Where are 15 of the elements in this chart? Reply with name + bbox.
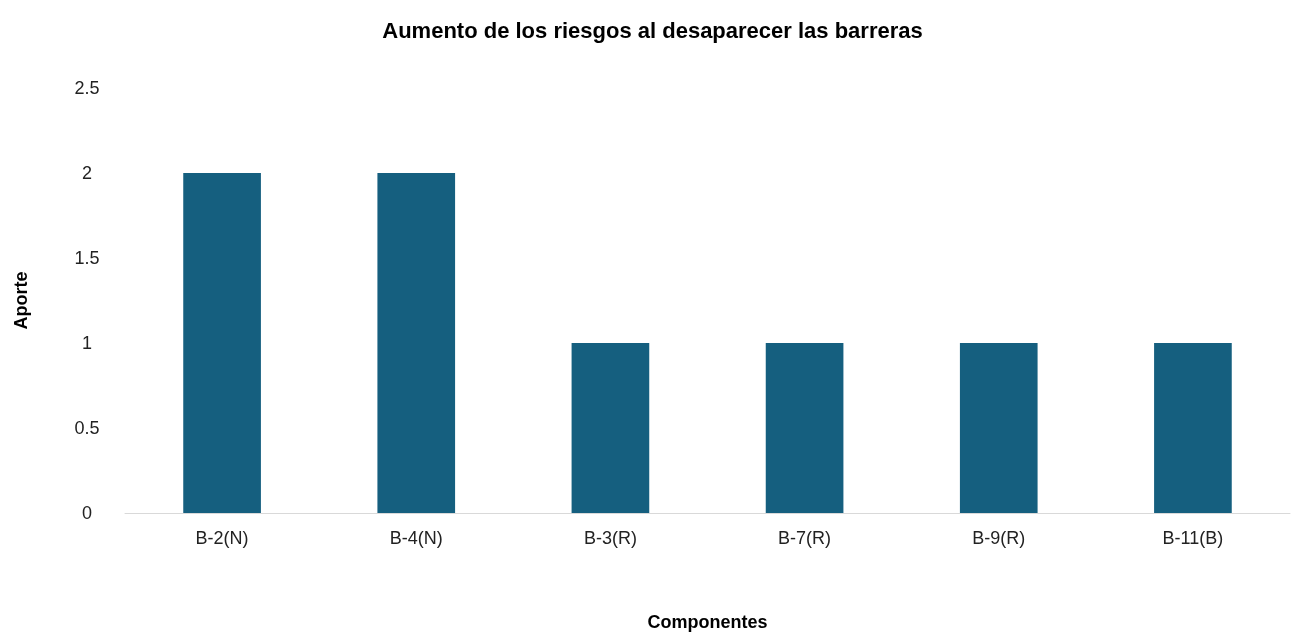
x-tick-label: B-7(R)	[778, 528, 832, 548]
x-tick-label: B-11(B)	[1162, 528, 1224, 548]
y-axis-title: Aporte	[11, 271, 31, 330]
y-tick-label: 0	[81, 503, 93, 523]
x-axis-title: Componentes	[647, 612, 768, 632]
chart-title: Aumento de los riesgos al desaparecer las barreras	[382, 17, 923, 43]
y-tick-label: 0.5	[74, 418, 100, 438]
y-tick-label: 1	[81, 333, 93, 353]
x-tick-label: B-3(R)	[583, 528, 637, 548]
y-tick-label: 2.5	[74, 78, 100, 98]
x-tick-label: B-4(N)	[389, 528, 443, 548]
x-tick-label: B-9(R)	[972, 528, 1026, 548]
y-tick-label: 1.5	[74, 248, 100, 268]
x-tick-label: B-2(N)	[195, 528, 249, 548]
y-tick-label: 2	[81, 163, 93, 183]
